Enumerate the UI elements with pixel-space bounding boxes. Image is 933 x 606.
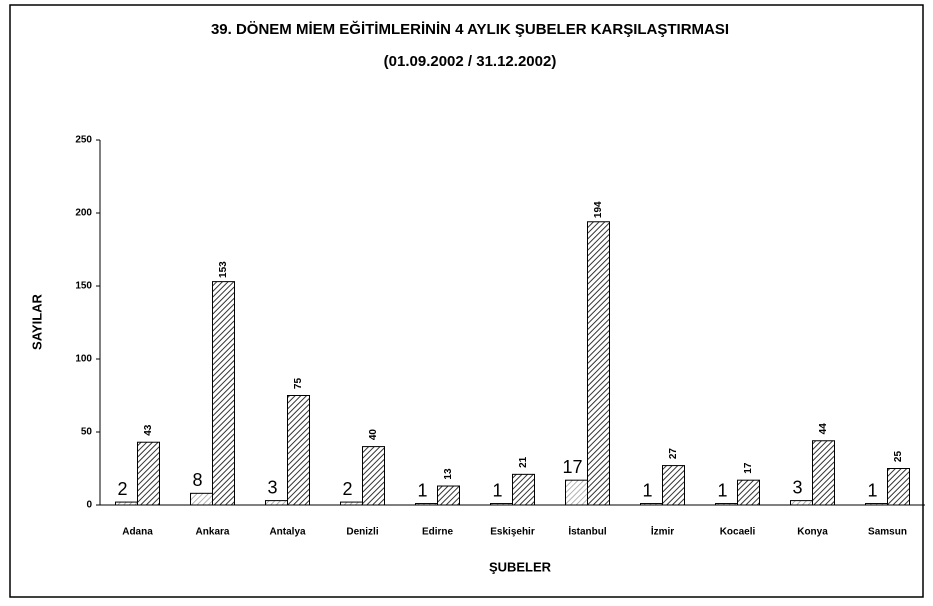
bar <box>715 503 738 506</box>
y-tick-label: 0 <box>86 500 92 511</box>
value-label: 2 <box>117 479 127 499</box>
value-label: 1 <box>492 480 502 500</box>
value-label: 13 <box>443 468 454 480</box>
bar <box>512 473 535 506</box>
value-label: 194 <box>593 201 604 218</box>
bar <box>265 500 288 506</box>
x-tick-label: Edirne <box>422 527 454 538</box>
bar <box>490 503 513 506</box>
bar <box>362 446 385 506</box>
value-label: 44 <box>818 423 829 435</box>
y-tick-label: 100 <box>75 354 92 365</box>
value-label: 21 <box>518 456 529 468</box>
bar <box>565 479 588 506</box>
bar <box>640 503 663 506</box>
value-label: 3 <box>267 477 277 497</box>
y-tick-label: 150 <box>75 281 92 292</box>
value-label: 153 <box>218 261 229 278</box>
bar <box>212 281 235 506</box>
value-label: 2 <box>342 479 352 499</box>
value-label: 17 <box>743 462 754 474</box>
value-label: 75 <box>293 378 304 390</box>
value-label: 43 <box>143 424 154 436</box>
x-tick-label: İzmir <box>651 525 674 538</box>
x-tick-label: Antalya <box>269 527 306 538</box>
bar <box>887 468 910 506</box>
bar <box>865 503 888 506</box>
bar <box>115 501 138 506</box>
value-label: 1 <box>717 480 727 500</box>
x-tick-label: Eskişehir <box>490 527 535 538</box>
bar <box>415 503 438 506</box>
y-tick-label: 250 <box>75 135 92 146</box>
x-tick-label: Samsun <box>868 527 907 538</box>
y-tick-label: 50 <box>81 427 93 438</box>
bar <box>137 441 160 506</box>
bar <box>662 465 685 506</box>
value-label: 3 <box>792 477 802 497</box>
chart-title: 39. DÖNEM MİEM EĞİTİMLERİNİN 4 AYLIK ŞUB… <box>211 20 729 38</box>
x-tick-label: Konya <box>797 527 828 538</box>
value-label: 40 <box>368 429 379 441</box>
value-label: 17 <box>562 457 582 477</box>
y-tick-label: 200 <box>75 208 92 219</box>
value-label: 8 <box>192 470 202 490</box>
value-label: 25 <box>893 451 904 463</box>
chart-frame <box>9 4 924 598</box>
bar <box>340 501 363 506</box>
x-tick-label: Kocaeli <box>720 527 756 538</box>
x-axis-label: ŞUBELER <box>489 559 552 574</box>
value-label: 1 <box>867 480 877 500</box>
value-label: 1 <box>642 480 652 500</box>
bar <box>812 440 835 506</box>
value-label: 1 <box>417 480 427 500</box>
bar <box>190 492 213 506</box>
value-label: 27 <box>668 448 679 460</box>
x-tick-label: İstanbul <box>568 525 607 538</box>
chart-subtitle: (01.09.2002 / 31.12.2002) <box>384 53 557 70</box>
x-tick-label: Adana <box>122 527 153 538</box>
bar <box>437 485 460 506</box>
bar <box>790 500 813 506</box>
y-axis-label: SAYILAR <box>29 293 44 349</box>
x-tick-label: Ankara <box>196 527 230 538</box>
bar <box>737 479 760 506</box>
bar <box>587 221 610 506</box>
bar <box>287 395 310 506</box>
x-tick-label: Denizli <box>346 527 378 538</box>
